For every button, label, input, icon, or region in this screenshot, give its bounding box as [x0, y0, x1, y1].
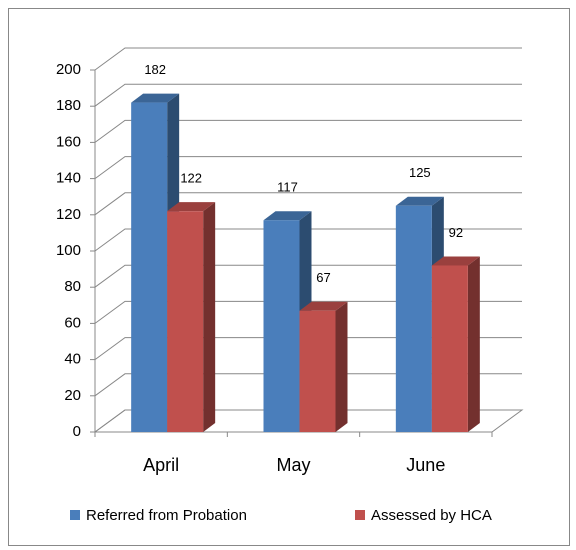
grid-line: [94, 156, 522, 180]
y-tick-label: 180: [56, 97, 81, 114]
bar-side: [203, 202, 216, 432]
value-label: 122: [180, 171, 202, 186]
value-label: 182: [144, 62, 166, 77]
y-tick-label: 40: [64, 351, 81, 368]
bar: [263, 220, 300, 432]
grid-line: [94, 192, 522, 216]
grid-line: [94, 119, 522, 143]
grid-line: [94, 83, 522, 107]
bar-top: [263, 211, 312, 221]
y-tick-label: 120: [56, 206, 81, 223]
grid-line: [94, 47, 522, 71]
bar-top: [431, 256, 480, 266]
y-tick-label: 200: [56, 61, 81, 78]
value-label: 92: [449, 225, 463, 240]
grid-line: [94, 300, 522, 324]
y-tick-label: 160: [56, 133, 81, 150]
value-label: 67: [316, 270, 330, 285]
grid-line: [94, 337, 522, 361]
grid-line: [94, 373, 522, 397]
bar-top: [299, 301, 348, 311]
legend-label: Assessed by HCA: [371, 507, 492, 524]
legend-swatch: [355, 510, 365, 520]
y-tick-label: 0: [73, 423, 81, 440]
bar: [131, 102, 168, 432]
bar: [299, 310, 336, 432]
y-tick-label: 80: [64, 278, 81, 295]
grid-line: [94, 409, 522, 433]
x-tick-label: April: [143, 455, 179, 475]
value-label: 117: [277, 180, 298, 195]
bar-top: [395, 196, 444, 206]
bar-side: [335, 301, 348, 432]
y-tick-label: 60: [64, 314, 81, 331]
bar: [431, 265, 468, 432]
y-tick-label: 100: [56, 242, 81, 259]
bar-top: [167, 202, 216, 212]
bar-top: [131, 93, 180, 103]
bar: [395, 205, 432, 432]
grid-line: [94, 228, 522, 252]
legend-swatch: [70, 510, 80, 520]
x-tick-label: May: [276, 455, 310, 475]
value-label: 125: [409, 165, 431, 180]
bar: [167, 211, 204, 432]
legend-label: Referred from Probation: [86, 507, 247, 524]
y-tick-label: 140: [56, 170, 81, 187]
grid-line: [94, 264, 522, 288]
bar-side: [467, 256, 480, 432]
x-tick-label: June: [406, 455, 445, 475]
y-tick-label: 20: [64, 387, 81, 404]
